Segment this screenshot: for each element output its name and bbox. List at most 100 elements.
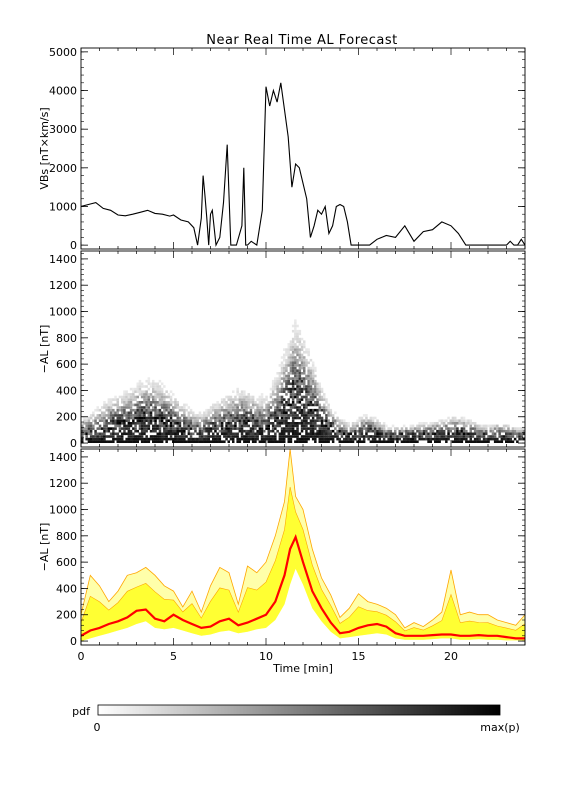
pdf-cell	[369, 416, 373, 420]
pdf-cell	[307, 427, 310, 430]
pdf-cell	[105, 414, 108, 417]
pdf-cell	[94, 440, 97, 443]
pdf-cell	[378, 424, 381, 428]
pdf-cell	[154, 440, 157, 443]
pdf-cell	[174, 422, 177, 425]
pdf-cell	[371, 429, 375, 433]
pdf-cell	[269, 422, 273, 425]
pdf-cell	[156, 416, 159, 420]
pdf-cell	[154, 393, 157, 396]
pdf-cell	[289, 393, 293, 396]
pdf-cell	[300, 427, 304, 430]
pdf-cell	[218, 408, 222, 412]
pdf-cell	[205, 440, 208, 443]
pdf-cell	[169, 411, 173, 415]
pdf-cell	[318, 416, 321, 420]
pdf-cell	[152, 395, 155, 399]
pdf-cell	[251, 432, 255, 436]
pdf-cell	[309, 429, 313, 433]
pdf-cell	[309, 398, 313, 401]
pdf-cell	[121, 416, 124, 420]
pdf-cell	[303, 435, 306, 438]
pdf-cell	[305, 377, 308, 380]
pdf-cell	[285, 366, 288, 370]
pdf-cell	[121, 411, 124, 415]
pdf-cell	[343, 427, 346, 430]
pdf-cell	[198, 429, 202, 433]
pdf-cell	[121, 435, 124, 438]
pdf-cell	[465, 435, 468, 438]
pdf-cell	[285, 424, 288, 428]
pdf-cell	[407, 437, 410, 441]
pdf-cell	[487, 424, 490, 428]
pdf-cell	[251, 427, 255, 430]
pdf-cell	[209, 408, 213, 412]
pdf-cell	[314, 379, 317, 383]
pdf-cell	[280, 372, 284, 375]
pdf-cell	[291, 406, 295, 409]
pdf-cell	[180, 435, 184, 438]
pdf-cell	[309, 411, 313, 415]
pdf-cell	[354, 427, 357, 430]
pdf-cell	[285, 414, 288, 417]
pdf-cell	[176, 424, 179, 428]
pdf-cell	[183, 437, 186, 441]
pdf-cell	[314, 422, 317, 425]
pdf-cell	[245, 422, 248, 425]
vbs-series-line	[81, 82, 525, 248]
pdf-cell	[303, 387, 306, 391]
pdf-cell	[467, 432, 470, 436]
pdf-cell	[158, 379, 162, 383]
pdf-cell	[298, 411, 302, 415]
pdf-cell	[116, 440, 119, 443]
pdf-cell	[458, 422, 461, 425]
pdf-cell	[336, 429, 339, 433]
pdf-cell	[243, 393, 246, 396]
pdf-cell	[303, 403, 306, 407]
pdf-cell	[238, 437, 242, 441]
pdf-cell	[309, 385, 313, 388]
pdf-cell	[296, 340, 299, 343]
pdf-cell	[409, 429, 413, 433]
pdf-cell	[287, 403, 290, 407]
pdf-cell	[427, 427, 430, 430]
pdf-cell	[358, 432, 361, 436]
pdf-cell	[109, 416, 113, 420]
pdf-cell	[434, 422, 437, 425]
y-tick-label: 400	[56, 384, 77, 397]
pdf-cell	[132, 403, 135, 407]
pdf-cell	[402, 429, 406, 433]
pdf-cell	[356, 429, 359, 433]
pdf-cell	[271, 440, 275, 443]
pdf-cell	[294, 395, 297, 399]
pdf-cell	[214, 429, 217, 433]
pdf-cell	[298, 432, 302, 436]
pdf-cell	[112, 414, 115, 417]
pdf-cell	[116, 419, 119, 422]
pdf-cell	[473, 427, 477, 430]
pdf-cell	[152, 427, 155, 430]
pdf-cell	[307, 393, 310, 396]
pdf-cell	[298, 351, 302, 354]
pdf-cell	[325, 424, 328, 428]
pdf-cell	[229, 424, 233, 428]
pdf-cell	[240, 432, 244, 436]
pdf-cell	[294, 403, 297, 407]
pdf-cell	[169, 414, 173, 417]
pdf-cell	[442, 437, 446, 441]
pdf-cell	[263, 435, 266, 438]
pdf-cell	[154, 408, 157, 412]
pdf-cell	[180, 437, 184, 441]
pdf-cell	[149, 403, 153, 407]
pdf-cell	[334, 411, 337, 415]
pdf-cell	[227, 422, 230, 425]
pdf-cell	[311, 369, 315, 372]
pdf-cell	[300, 337, 304, 341]
pdf-cell	[369, 440, 373, 443]
pdf-cell	[189, 422, 193, 425]
pdf-cell	[243, 435, 246, 438]
pdf-cell	[258, 422, 262, 425]
pdf-cell	[180, 432, 184, 436]
pdf-cell	[460, 427, 464, 430]
pdf-cell	[429, 422, 432, 425]
